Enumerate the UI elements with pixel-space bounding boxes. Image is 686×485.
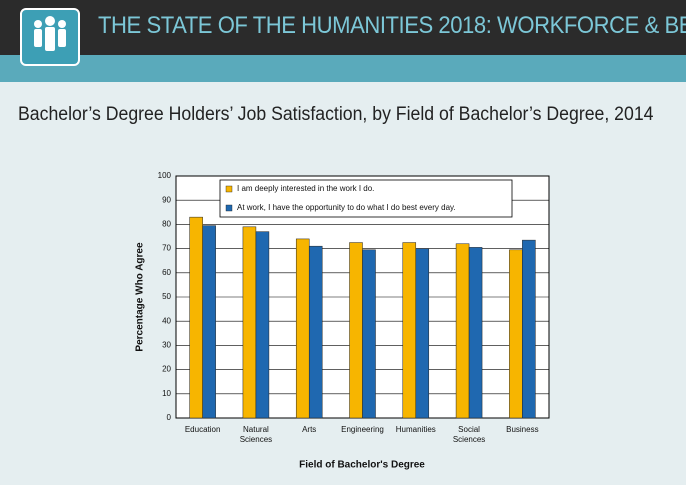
y-tick-label: 70 — [162, 244, 171, 253]
bar — [509, 249, 523, 419]
bar — [455, 243, 470, 419]
legend-swatch — [225, 204, 233, 212]
x-tick-label: Arts — [302, 425, 317, 434]
legend-label: I am deeply interested in the work I do. — [237, 184, 374, 193]
chart-title: Bachelor’s Degree Holders’ Job Satisfact… — [18, 104, 654, 125]
x-tick-label: Humanities — [395, 425, 436, 434]
bar — [402, 242, 417, 419]
y-tick-label: 0 — [167, 413, 172, 422]
bar — [242, 226, 257, 419]
y-tick-label: 50 — [162, 292, 171, 301]
header-bar — [0, 0, 686, 55]
bar — [202, 225, 216, 419]
bar — [295, 238, 310, 419]
bar — [468, 247, 483, 419]
bar — [308, 245, 323, 419]
legend-swatch — [225, 185, 233, 193]
bar — [189, 216, 203, 419]
x-tick-label: Business — [506, 425, 539, 434]
bar — [255, 231, 270, 419]
y-axis-label: Percentage Who Agree — [135, 242, 146, 352]
x-tick-label: Education — [184, 425, 221, 434]
bar — [349, 242, 363, 419]
x-tick-label: Engineering — [341, 425, 384, 434]
y-tick-label: 100 — [158, 171, 172, 180]
y-tick-label: 90 — [162, 195, 171, 204]
y-tick-label: 20 — [162, 365, 171, 374]
header-title: THE STATE OF THE HUMANITIES 2018: WORKFO… — [98, 12, 686, 39]
x-axis-label: Field of Bachelor's Degree — [299, 460, 425, 471]
y-tick-label: 60 — [162, 268, 171, 277]
bar — [415, 248, 430, 419]
header-strip — [0, 55, 686, 82]
x-tick-label: Natural Sciences — [239, 425, 273, 444]
legend-label: At work, I have the opportunity to do wh… — [237, 203, 456, 212]
legend-box — [219, 179, 513, 218]
bar — [362, 249, 376, 419]
x-tick-label: Social Sciences — [452, 425, 486, 444]
people-icon — [34, 16, 66, 51]
y-tick-label: 40 — [162, 316, 171, 325]
y-tick-label: 80 — [162, 220, 171, 229]
logo-icon — [20, 8, 80, 66]
bar — [522, 239, 536, 419]
y-tick-label: 10 — [162, 389, 171, 398]
y-tick-label: 30 — [162, 341, 171, 350]
